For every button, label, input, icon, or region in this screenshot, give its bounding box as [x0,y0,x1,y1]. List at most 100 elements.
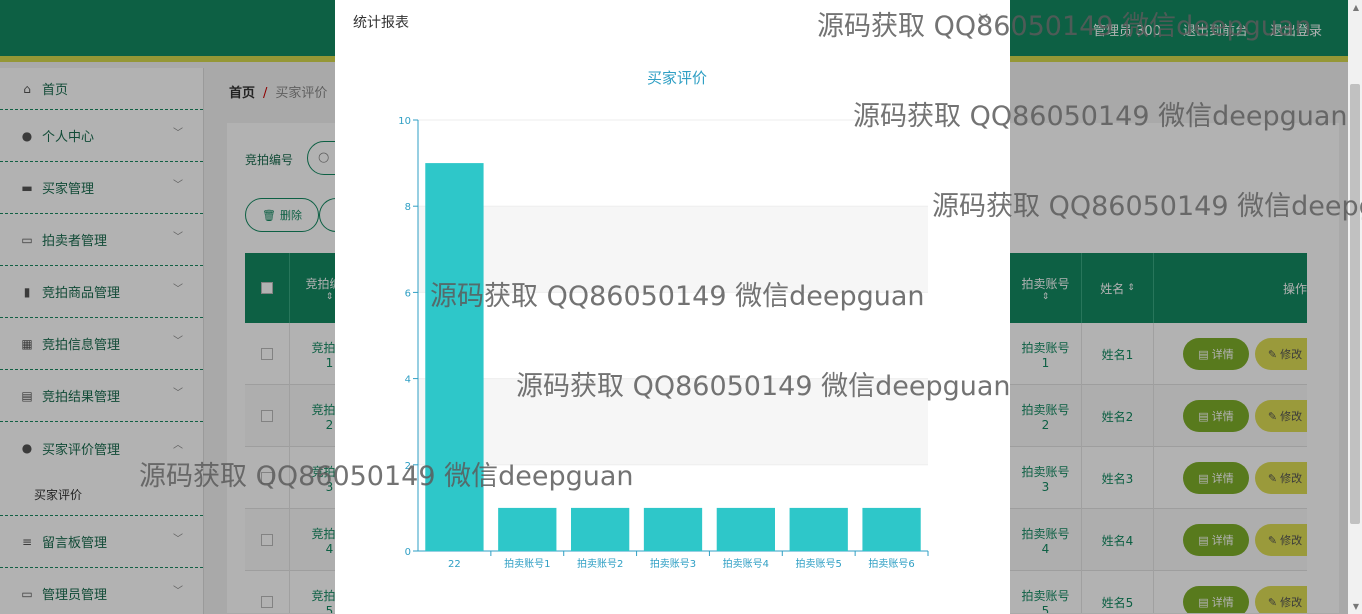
chevron-up-icon: ︿ [173,440,183,451]
card-icon: ▭ [21,586,33,601]
edit-button[interactable]: ✎ 修改 [1255,338,1307,370]
cell-id-num: 3 [325,479,334,494]
back-home-link[interactable]: 退出到前台 [1182,24,1248,39]
sidebar-item-results[interactable]: ▤ 竞拍结果管理 ﹀ [0,370,203,422]
cell-seller-account: 拍卖账号 2 [1010,385,1082,447]
sidebar-item-label: 管理员管理 [42,588,108,603]
row-checkbox-cell [245,385,290,447]
sidebar-item-home[interactable]: ⌂ 首页 [0,68,203,110]
select-all-checkbox[interactable] [261,282,273,294]
edit-button[interactable]: ✎ 修改 [1255,524,1307,556]
header-seller-label: 拍卖账号 [1021,276,1070,291]
edit-label: 修改 [1280,348,1303,361]
sidebar-item-label: 竞拍信息管理 [42,338,121,353]
next-toolbar-button[interactable] [319,198,349,232]
edit-label: 修改 [1280,472,1303,485]
bar [643,507,703,551]
sidebar-item-admins[interactable]: ▭ 管理员管理 ﹀ [0,568,203,614]
cell-seller-num: 4 [1041,541,1050,556]
cell-seller-account: 拍卖账号 4 [1010,509,1082,571]
breadcrumb-home[interactable]: 首页 [229,86,256,101]
sidebar-item-label: 个人中心 [42,130,95,145]
chart-title: 买家评价 [647,69,707,87]
cell-seller-text: 拍卖账号 [1021,402,1070,417]
row-checkbox[interactable] [261,534,273,546]
y-tick-label: 8 [405,202,411,213]
row-checkbox[interactable] [261,472,273,484]
cell-id-num: 1 [325,355,334,370]
bar [789,507,848,551]
trash-icon: 🗑 [262,208,276,222]
scroll-up-icon[interactable]: ▲ [1352,3,1359,12]
cell-id-num: 2 [325,417,334,432]
x-tick-label: 拍卖账号4 [723,557,769,570]
edit-button[interactable]: ✎ 修改 [1255,400,1307,432]
sidebar: ⌂ 首页 ● 个人中心 ﹀ ▬ 买家管理 ﹀ ▭ 拍卖者管理 ﹀ ▮ 竞拍商品管… [0,68,204,614]
sliders-icon: ≡ [21,534,33,549]
y-tick-label: 10 [398,116,411,127]
scroll-down-icon[interactable]: ▼ [1352,602,1359,611]
delete-button[interactable]: 🗑 删除 [245,198,319,232]
detail-button[interactable]: ▤ 详情 [1183,400,1249,432]
detail-icon: ▤ [1198,595,1209,609]
header-actions: 管理员 300 退出到前台 退出登录 [1093,20,1322,39]
sidebar-subitem-reviews[interactable]: 买家评价 [0,474,203,516]
header-name[interactable]: 姓名 ⇕ [1082,253,1154,323]
detail-icon: ▤ [1198,533,1209,547]
cell-name: 姓名4 [1082,509,1154,571]
edit-icon: ✎ [1267,595,1278,609]
detail-button[interactable]: ▤ 详情 [1183,524,1249,556]
edit-icon: ✎ [1267,471,1278,485]
cell-seller-num: 5 [1041,603,1050,614]
bar-chart: 买家评价 0 2 4 6 8 10 22 拍卖账号1 拍卖账号2 拍卖账号3 拍卖账号4 拍卖账号5 拍卖… [398,69,929,570]
cell-seller-text: 拍卖账号 [1021,526,1070,541]
cell-id-num: 5 [325,603,334,614]
row-checkbox[interactable] [261,596,273,608]
sidebar-item-messages[interactable]: ≡ 留言板管理 ﹀ [0,516,203,568]
y-tick-label: 6 [405,288,411,299]
header-seller-account[interactable]: 拍卖账号 ⇕ [1010,253,1082,323]
close-icon[interactable]: × [976,8,990,27]
cell-name-text: 姓名4 [1101,533,1134,548]
sidebar-item-bid-info[interactable]: ▦ 竞拍信息管理 ﹀ [0,318,203,370]
row-checkbox[interactable] [261,348,273,360]
detail-button[interactable]: ▤ 详情 [1183,586,1249,613]
sidebar-item-products[interactable]: ▮ 竞拍商品管理 ﹀ [0,266,203,318]
detail-icon: ▤ [1198,409,1209,423]
sidebar-item-label: 竞拍结果管理 [42,390,121,405]
cell-seller-num: 2 [1041,417,1050,432]
edit-icon: ✎ [1267,347,1278,361]
row-checkbox-cell [245,571,290,613]
y-tick-label: 0 [405,547,411,558]
edit-button[interactable]: ✎ 修改 [1255,462,1307,494]
x-tick-label: 22 [448,559,461,570]
row-checkbox-cell [245,509,290,571]
scrollbar-thumb[interactable] [1350,84,1360,524]
sidebar-item-reviews[interactable]: ● 买家评价管理 ︿ [0,422,203,474]
header-name-label: 姓名 [1100,281,1125,296]
bar [862,507,921,551]
row-checkbox[interactable] [261,410,273,422]
logout-link[interactable]: 退出登录 [1269,24,1322,39]
chevron-down-icon: ﹀ [173,586,183,597]
sidebar-item-profile[interactable]: ● 个人中心 ﹀ [0,110,203,162]
cell-seller-account: 拍卖账号 5 [1010,571,1082,613]
detail-button[interactable]: ▤ 详情 [1183,462,1249,494]
sort-icon: ⇕ [1127,283,1135,293]
sidebar-item-buyers[interactable]: ▬ 买家管理 ﹀ [0,162,203,214]
detail-button[interactable]: ▤ 详情 [1183,338,1249,370]
row-checkbox-cell [245,323,290,385]
bar-chart-icon: ▮ [23,284,31,299]
user-icon: ● [21,128,33,143]
delete-label: 删除 [279,209,302,222]
bar [498,507,557,551]
scrollbar[interactable]: ▲ ▼ [1348,0,1362,614]
edit-button[interactable]: ✎ 修改 [1255,586,1307,613]
y-tick-label: 2 [405,461,411,472]
home-icon: ⌂ [23,81,31,96]
folder-icon: ▬ [21,180,33,195]
sidebar-item-sellers[interactable]: ▭ 拍卖者管理 ﹀ [0,214,203,266]
modal-title: 统计报表 [353,15,409,31]
clipboard-icon: ▤ [21,388,33,403]
cell-name: 姓名1 [1082,323,1154,385]
